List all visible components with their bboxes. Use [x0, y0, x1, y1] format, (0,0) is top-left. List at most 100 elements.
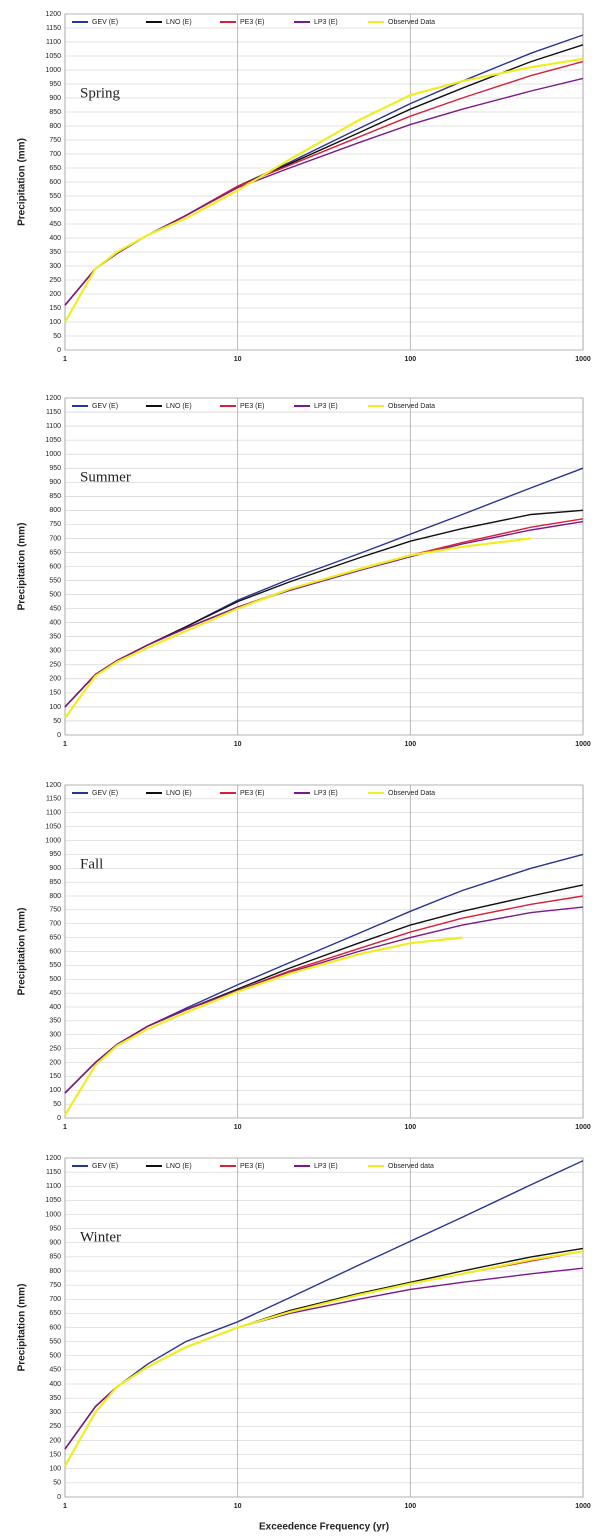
- x-tick-label: 1: [63, 1124, 67, 1131]
- x-tick-label: 1000: [575, 1503, 591, 1510]
- y-tick-label: 450: [49, 990, 61, 997]
- y-tick-label: 450: [49, 221, 61, 228]
- y-tick-label: 1150: [46, 796, 61, 803]
- y-tick-label: 100: [49, 704, 61, 711]
- y-tick-label: 150: [49, 690, 61, 697]
- y-tick-label: 800: [49, 507, 61, 514]
- legend-label: PE3 (E): [240, 19, 265, 26]
- y-tick-label: 650: [49, 934, 61, 941]
- y-tick-label: 650: [49, 165, 61, 172]
- legend-label: GEV (E): [92, 403, 118, 410]
- y-tick-label: 1050: [45, 437, 61, 444]
- y-tick-label: 1000: [45, 67, 61, 74]
- y-tick-label: 750: [49, 1282, 61, 1289]
- y-axis-label: Precipitation (mm): [17, 1284, 28, 1372]
- y-tick-label: 800: [49, 123, 61, 130]
- y-tick-label: 1100: [46, 810, 61, 817]
- y-tick-label: 1200: [45, 782, 61, 789]
- legend-label: PE3 (E): [240, 1163, 265, 1170]
- legend-label: LNO (E): [166, 1163, 192, 1170]
- y-tick-label: 400: [49, 1381, 61, 1388]
- y-tick-label: 150: [49, 1451, 61, 1458]
- y-tick-label: 1050: [45, 823, 61, 830]
- y-tick-label: 700: [49, 921, 61, 928]
- x-tick-label: 10: [234, 356, 242, 363]
- series-line: [64, 57, 584, 323]
- legend-label: PE3 (E): [240, 403, 265, 410]
- y-tick-label: 0: [57, 347, 61, 354]
- x-tick-label: 1000: [575, 1124, 591, 1131]
- y-tick-label: 100: [49, 1466, 61, 1473]
- season-label: Spring: [80, 85, 121, 101]
- y-tick-label: 50: [53, 1101, 61, 1108]
- x-tick-label: 10: [234, 741, 242, 748]
- y-tick-label: 300: [49, 1032, 61, 1039]
- y-tick-label: 1150: [46, 1169, 61, 1176]
- y-tick-label: 750: [49, 907, 61, 914]
- y-tick-label: 100: [49, 1087, 61, 1094]
- y-tick-label: 1100: [46, 39, 61, 46]
- y-tick-label: 400: [49, 620, 61, 627]
- series-line: [64, 936, 463, 1116]
- y-tick-label: 300: [49, 263, 61, 270]
- y-tick-label: 700: [49, 1296, 61, 1303]
- y-axis-label: Precipitation (mm): [17, 138, 28, 226]
- legend-label: Observed data: [388, 1163, 434, 1170]
- y-tick-label: 850: [49, 493, 61, 500]
- y-tick-label: 250: [49, 662, 61, 669]
- y-tick-label: 350: [49, 1395, 61, 1402]
- y-tick-label: 850: [49, 1254, 61, 1261]
- x-tick-label: 10: [234, 1503, 242, 1510]
- y-tick-label: 500: [49, 976, 61, 983]
- y-tick-label: 150: [49, 305, 61, 312]
- x-tick-label: 1000: [575, 356, 591, 363]
- x-tick-label: 1: [63, 1503, 67, 1510]
- y-tick-label: 500: [49, 1353, 61, 1360]
- y-tick-label: 100: [49, 319, 61, 326]
- y-tick-label: 950: [49, 851, 61, 858]
- x-tick-label: 100: [404, 741, 416, 748]
- y-tick-label: 750: [49, 137, 61, 144]
- y-tick-label: 400: [49, 1004, 61, 1011]
- y-tick-label: 350: [49, 249, 61, 256]
- legend-label: LNO (E): [166, 19, 192, 26]
- y-tick-label: 1050: [45, 53, 61, 60]
- y-tick-label: 250: [49, 1423, 61, 1430]
- y-tick-label: 1200: [45, 395, 61, 402]
- y-tick-label: 800: [49, 1268, 61, 1275]
- y-tick-label: 550: [49, 577, 61, 584]
- x-tick-label: 1: [63, 356, 67, 363]
- y-tick-label: 900: [49, 1240, 61, 1247]
- legend-label: LP3 (E): [314, 790, 338, 797]
- legend-label: LP3 (E): [314, 1163, 338, 1170]
- series-line: [64, 906, 584, 1094]
- y-tick-label: 650: [49, 1310, 61, 1317]
- y-tick-label: 350: [49, 634, 61, 641]
- y-tick-label: 650: [49, 549, 61, 556]
- y-tick-label: 150: [49, 1073, 61, 1080]
- x-tick-label: 100: [404, 356, 416, 363]
- season-label: Summer: [80, 469, 131, 485]
- y-tick-label: 1000: [45, 837, 61, 844]
- y-tick-label: 1200: [45, 1155, 61, 1162]
- y-tick-label: 900: [49, 865, 61, 872]
- y-tick-label: 0: [57, 1494, 61, 1501]
- y-tick-label: 700: [49, 151, 61, 158]
- legend-label: GEV (E): [92, 1163, 118, 1170]
- y-tick-label: 500: [49, 207, 61, 214]
- y-tick-label: 850: [49, 879, 61, 886]
- legend-label: Observed Data: [388, 19, 435, 26]
- x-tick-label: 1: [63, 741, 67, 748]
- legend-label: Observed Data: [388, 403, 435, 410]
- y-tick-label: 50: [53, 718, 61, 725]
- season-label: Fall: [80, 856, 103, 872]
- y-tick-label: 450: [49, 605, 61, 612]
- y-tick-label: 1100: [46, 1183, 61, 1190]
- y-tick-label: 50: [53, 1480, 61, 1487]
- y-tick-label: 1200: [45, 11, 61, 18]
- legend-label: PE3 (E): [240, 790, 265, 797]
- y-tick-label: 350: [49, 1018, 61, 1025]
- y-axis-label: Precipitation (mm): [17, 523, 28, 611]
- y-tick-label: 750: [49, 521, 61, 528]
- y-tick-label: 1000: [45, 1211, 61, 1218]
